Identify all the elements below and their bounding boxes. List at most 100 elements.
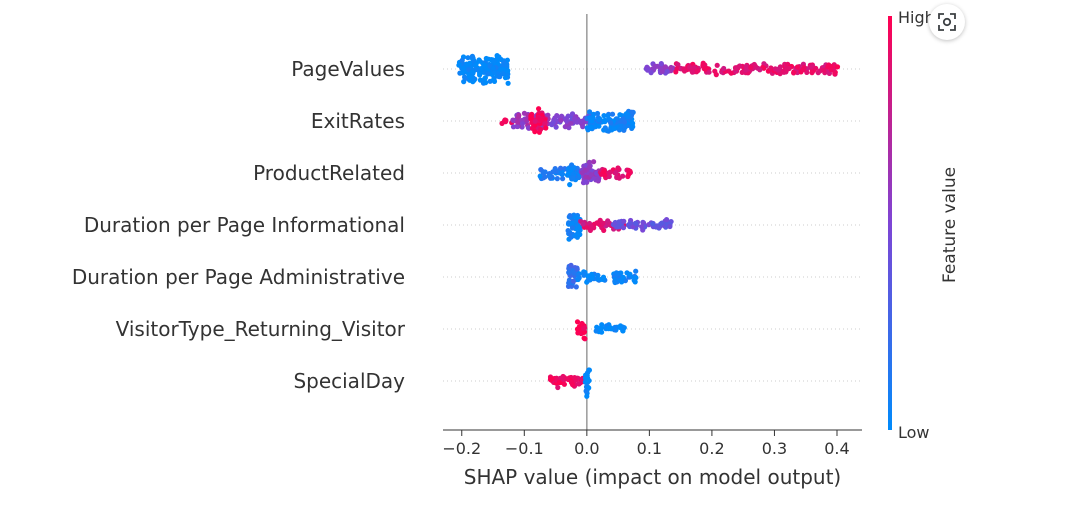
data-point — [743, 67, 749, 73]
data-point — [613, 270, 620, 276]
data-point — [748, 64, 754, 71]
data-point — [654, 223, 660, 229]
data-point — [594, 324, 600, 330]
x-tick-label: −0.2 — [442, 439, 481, 458]
data-point — [591, 159, 597, 165]
data-point — [813, 65, 819, 71]
x-axis: −0.2 −0.1 0.0 0.1 0.2 0.3 0.4 SHAP value (impa… — [442, 429, 862, 489]
data-point — [600, 220, 606, 226]
data-point — [465, 55, 471, 61]
data-point — [536, 106, 542, 112]
data-point — [617, 112, 623, 118]
data-point — [586, 367, 592, 373]
x-tick-label: 0.3 — [762, 439, 787, 458]
data-point — [693, 69, 700, 75]
data-point — [586, 159, 593, 165]
data-point — [550, 169, 556, 175]
data-point — [681, 66, 687, 72]
data-point — [587, 109, 593, 115]
lens-button[interactable] — [929, 4, 965, 40]
data-point — [559, 171, 566, 177]
data-point — [583, 388, 589, 394]
data-point — [601, 227, 607, 233]
data-point — [633, 220, 639, 227]
data-point — [631, 277, 637, 283]
data-point — [659, 68, 665, 74]
data-point — [594, 220, 600, 226]
data-point — [483, 80, 489, 86]
data-point — [662, 64, 669, 70]
data-point — [577, 224, 583, 230]
data-point — [639, 224, 645, 230]
data-point — [576, 275, 582, 281]
data-point — [566, 280, 572, 286]
data-point — [675, 62, 681, 68]
data-point — [502, 75, 509, 81]
data-point — [580, 221, 586, 227]
x-tick-label: 0.2 — [699, 439, 724, 458]
data-point — [609, 111, 616, 117]
feature-label: ExitRates — [311, 109, 405, 133]
data-point — [622, 124, 628, 130]
data-point — [499, 120, 505, 126]
data-point — [574, 266, 580, 272]
data-point — [622, 119, 628, 125]
data-point — [570, 175, 576, 181]
data-point — [567, 213, 573, 219]
data-point — [597, 327, 604, 333]
data-point — [456, 62, 462, 68]
data-point — [815, 70, 821, 76]
data-point — [548, 376, 554, 382]
data-point — [821, 67, 827, 73]
data-point — [834, 64, 841, 70]
data-point — [504, 62, 510, 69]
data-point — [602, 125, 608, 131]
data-point — [519, 121, 526, 127]
feature-label: VisitorType_Returning_Visitor — [116, 317, 406, 341]
data-point — [601, 113, 607, 119]
data-point — [728, 70, 734, 76]
data-point — [582, 325, 588, 331]
colorbar: High Low Feature value — [888, 8, 960, 442]
data-point — [579, 170, 585, 176]
data-point — [564, 118, 570, 124]
data-point — [602, 119, 608, 125]
feature-label: ProductRelated — [253, 161, 405, 185]
data-point — [540, 170, 546, 176]
colorbar-title: Feature value — [940, 167, 960, 283]
data-point — [510, 124, 517, 130]
x-tick-label: −0.1 — [505, 439, 544, 458]
data-point — [515, 119, 521, 125]
feature-label: SpecialDay — [293, 369, 405, 393]
data-point — [469, 53, 475, 60]
data-point — [566, 269, 572, 276]
data-point — [571, 270, 577, 276]
data-point — [809, 70, 815, 76]
data-point — [574, 319, 581, 325]
data-point — [687, 64, 693, 70]
data-point — [582, 179, 588, 185]
data-point — [620, 225, 627, 231]
data-point — [500, 71, 506, 77]
data-point — [652, 63, 658, 69]
data-point — [783, 67, 790, 73]
data-point — [633, 268, 639, 274]
data-point — [474, 67, 480, 73]
data-point — [556, 379, 562, 386]
data-point — [483, 55, 489, 62]
data-point — [565, 228, 571, 234]
data-point — [667, 223, 673, 230]
data-point — [561, 381, 568, 387]
data-point — [549, 122, 555, 128]
data-point — [659, 220, 665, 226]
data-point — [611, 125, 617, 132]
data-point — [601, 168, 607, 174]
data-point — [621, 218, 627, 224]
data-point — [574, 214, 580, 220]
data-point — [490, 65, 496, 71]
feature-label: Duration per Page Informational — [84, 213, 405, 237]
data-point — [558, 165, 564, 171]
data-point — [567, 182, 573, 188]
data-point — [460, 65, 466, 71]
data-point — [702, 66, 708, 72]
